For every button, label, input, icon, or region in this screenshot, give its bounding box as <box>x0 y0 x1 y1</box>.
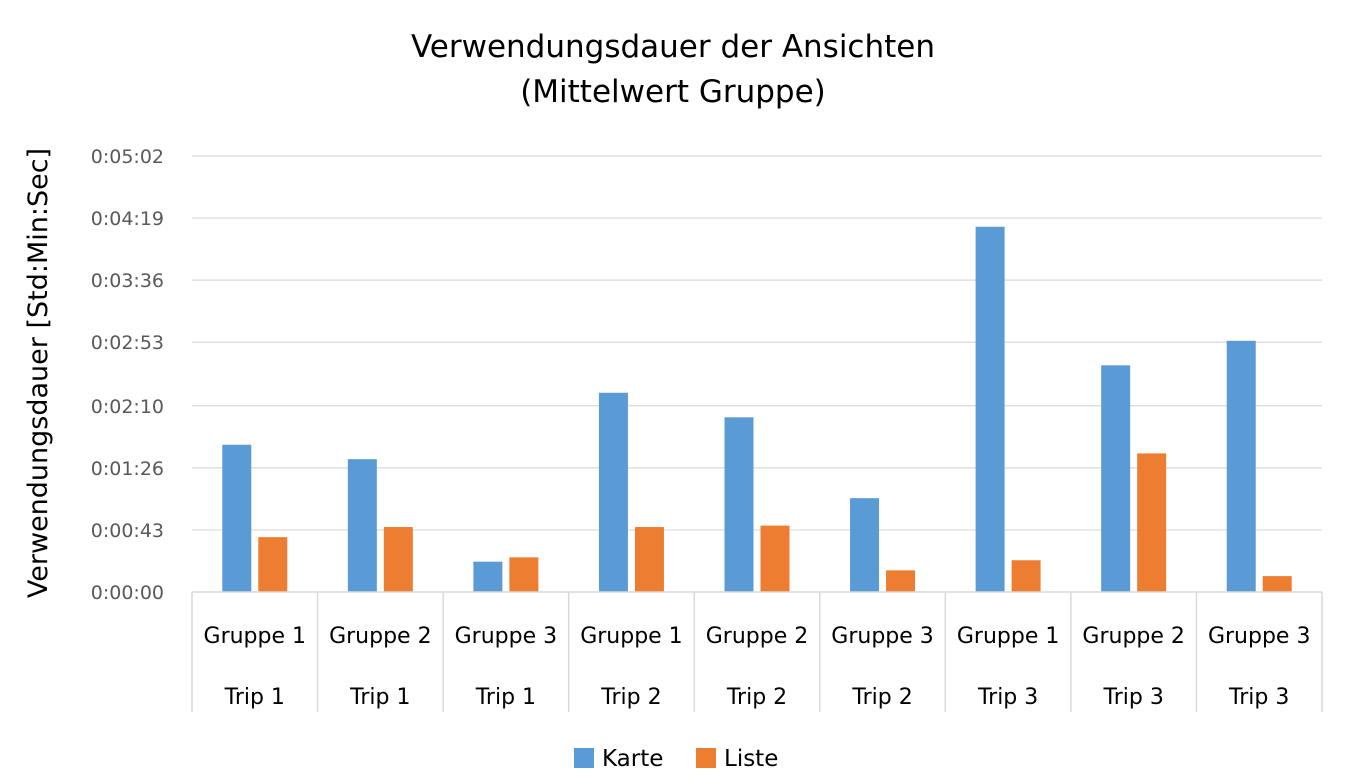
bar-liste-8 <box>1137 453 1167 592</box>
x-tick-label-group: Gruppe 2 <box>706 624 809 649</box>
y-tick-label: 0:02:53 <box>91 332 164 354</box>
legend-label-karte: Karte <box>602 746 663 772</box>
bar-karte-1 <box>222 444 252 592</box>
x-tick-label-group: Gruppe 3 <box>831 624 934 649</box>
y-axis-label: Verwendungsdauer [Std:Min:Sec] <box>23 148 54 598</box>
y-tick-label: 0:02:10 <box>91 396 164 418</box>
bar-liste-9 <box>1262 576 1292 592</box>
bar-karte-3 <box>473 561 503 592</box>
bar-liste-5 <box>760 525 790 592</box>
bar-liste-4 <box>634 527 664 592</box>
bars <box>222 226 1292 593</box>
y-tick-label: 0:00:00 <box>91 582 164 604</box>
x-tick-label-trip: Trip 3 <box>1103 685 1164 710</box>
gridlines <box>192 155 1322 531</box>
bar-liste-6 <box>886 570 916 592</box>
x-tick-label-trip: Trip 3 <box>1228 685 1289 710</box>
bar-karte-8 <box>1101 365 1131 592</box>
x-tick-label-group: Gruppe 1 <box>204 624 307 649</box>
legend-swatch-karte <box>574 748 594 768</box>
bar-liste-3 <box>509 557 539 592</box>
x-tick-label-trip: Trip 1 <box>475 685 536 710</box>
x-tick-label-trip: Trip 2 <box>726 685 787 710</box>
x-tick-label-trip: Trip 3 <box>977 685 1038 710</box>
y-tick-label: 0:03:36 <box>91 270 164 292</box>
x-tick-label-group: Gruppe 1 <box>580 624 683 649</box>
y-tick-label: 0:04:19 <box>91 208 164 230</box>
bar-karte-9 <box>1226 340 1256 592</box>
x-tick-label-trip: Trip 1 <box>349 685 410 710</box>
bar-karte-6 <box>850 498 880 592</box>
x-tick-label-group: Gruppe 2 <box>1082 624 1185 649</box>
legend-swatch-liste <box>696 748 716 768</box>
bar-karte-7 <box>975 226 1005 593</box>
y-axis-ticks: 0:00:00 0:00:43 0:01:26 0:02:10 0:02:53 0:03:… <box>91 146 164 604</box>
bar-karte-2 <box>347 459 377 592</box>
bar-karte-4 <box>598 392 628 592</box>
x-tick-label-trip: Trip 2 <box>600 685 661 710</box>
bar-liste-1 <box>258 537 288 592</box>
x-tick-label-group: Gruppe 3 <box>455 624 558 649</box>
chart-title-line-1: Verwendungsdauer der Ansichten <box>411 29 935 65</box>
bar-karte-5 <box>724 417 754 592</box>
x-axis: Gruppe 1 Trip 1 Gruppe 2 Trip 1 Gruppe 3 Trip… <box>191 591 1323 712</box>
x-tick-label-group: Gruppe 3 <box>1208 624 1311 649</box>
x-tick-label-group: Gruppe 2 <box>329 624 432 649</box>
legend: Karte Liste <box>574 746 778 772</box>
y-tick-label: 0:01:26 <box>91 458 164 480</box>
y-tick-label: 0:05:02 <box>91 146 164 168</box>
x-tick-label-group: Gruppe 1 <box>957 624 1060 649</box>
y-axis-label-group: Verwendungsdauer [Std:Min:Sec] <box>23 148 54 598</box>
legend-label-liste: Liste <box>724 746 778 772</box>
bar-liste-2 <box>383 527 413 592</box>
x-tick-label-trip: Trip 1 <box>224 685 285 710</box>
y-tick-label: 0:00:43 <box>91 520 164 542</box>
chart-title: Verwendungsdauer der Ansichten (Mittelwer… <box>411 29 935 110</box>
bar-liste-7 <box>1011 560 1041 592</box>
chart-title-line-2: (Mittelwert Gruppe) <box>520 74 826 110</box>
x-tick-label-trip: Trip 2 <box>851 685 912 710</box>
